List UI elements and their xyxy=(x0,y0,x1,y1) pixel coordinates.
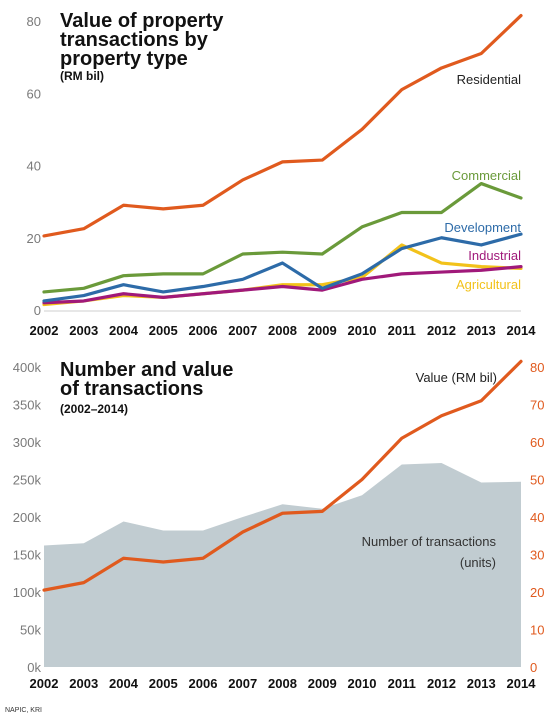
y-left-tick-label: 250k xyxy=(13,473,42,488)
chart-subtitle: (RM bil) xyxy=(60,69,104,83)
y-right-tick-label: 50 xyxy=(530,473,544,488)
y-left-tick-label: 50k xyxy=(20,623,41,638)
series-line-commercial xyxy=(42,181,523,294)
x-tick-label: 2005 xyxy=(149,676,178,691)
x-tick-label: 2012 xyxy=(427,323,456,338)
x-tick-label: 2009 xyxy=(308,676,337,691)
y-left-tick-label: 350k xyxy=(13,398,42,413)
y-left-tick-label: 150k xyxy=(13,548,42,563)
y-right-tick-label: 20 xyxy=(530,585,544,600)
series-label-number-line: Number of transactions xyxy=(362,534,497,549)
x-tick-label: 2004 xyxy=(109,323,139,338)
series-label-development: Development xyxy=(444,220,521,235)
x-tick-label: 2009 xyxy=(308,323,337,338)
y-tick-label: 60 xyxy=(27,86,41,101)
chart-subtitle: (2002–2014) xyxy=(60,402,128,416)
y-left-tick-label: 100k xyxy=(13,585,42,600)
y-left-tick-label: 0k xyxy=(27,660,41,675)
y-right-tick-label: 30 xyxy=(530,548,544,563)
x-tick-label: 2010 xyxy=(348,676,377,691)
chart-title-line: property type xyxy=(60,48,188,70)
chart-property-type: 0 20 40 60 80 2002 2003 2004 2005 2006 2007 2008 20… xyxy=(27,10,537,338)
chart-title-line: Value of property xyxy=(60,10,224,32)
chart-title-line: of transactions xyxy=(60,378,203,400)
x-tick-label: 2011 xyxy=(388,676,416,691)
series-label-number-line: (units) xyxy=(460,555,496,570)
y-right-tick-label: 10 xyxy=(530,623,544,638)
y-tick-label: 0 xyxy=(34,303,41,318)
series-label-industrial: Industrial xyxy=(468,248,521,263)
y-tick-label: 80 xyxy=(27,14,41,29)
series-line-development xyxy=(42,232,523,303)
y-tick-label: 40 xyxy=(27,159,41,174)
chart-title-line: transactions by xyxy=(60,29,209,51)
x-tick-label: 2007 xyxy=(228,676,257,691)
x-tick-label: 2006 xyxy=(189,676,218,691)
y-right-tick-label: 40 xyxy=(530,510,544,525)
series-line-value xyxy=(42,359,523,592)
y-left-tick-label: 200k xyxy=(13,510,42,525)
x-tick-label: 2002 xyxy=(30,676,59,691)
y-right-tick-label: 0 xyxy=(530,660,537,675)
x-tick-label: 2004 xyxy=(109,676,139,691)
x-tick-label: 2007 xyxy=(228,323,257,338)
series-label-value: Value (RM bil) xyxy=(416,370,497,385)
y-right-tick-label: 60 xyxy=(530,435,544,450)
x-tick-label: 2002 xyxy=(30,323,59,338)
x-tick-label: 2013 xyxy=(467,676,496,691)
chart-number-and-value: 0k 50k 100k 150k 200k 250k 300k 350k 400k 0 10 20 3… xyxy=(13,359,545,691)
series-label-residential: Residential xyxy=(457,72,521,87)
x-tick-label: 2013 xyxy=(467,323,496,338)
series-line-industrial xyxy=(42,265,523,305)
series-line-residential xyxy=(42,13,523,238)
x-tick-label: 2012 xyxy=(427,676,456,691)
x-tick-label: 2014 xyxy=(507,323,537,338)
chart-title-line: Number and value xyxy=(60,359,233,381)
x-tick-label: 2011 xyxy=(388,323,416,338)
x-tick-label: 2008 xyxy=(268,323,297,338)
x-tick-label: 2003 xyxy=(69,323,98,338)
series-line-agricultural xyxy=(42,243,523,307)
x-tick-label: 2003 xyxy=(69,676,98,691)
x-tick-label: 2006 xyxy=(189,323,218,338)
x-tick-label: 2008 xyxy=(268,676,297,691)
y-right-tick-label: 70 xyxy=(530,398,544,413)
series-label-agricultural: Agricultural xyxy=(456,277,521,292)
y-tick-label: 20 xyxy=(27,231,41,246)
x-tick-label: 2014 xyxy=(507,676,537,691)
y-right-tick-label: 80 xyxy=(530,360,544,375)
x-tick-label: 2010 xyxy=(348,323,377,338)
x-tick-label: 2005 xyxy=(149,323,178,338)
series-label-commercial: Commercial xyxy=(452,168,521,183)
y-left-tick-label: 300k xyxy=(13,435,42,450)
y-left-tick-label: 400k xyxy=(13,360,42,375)
area-number-of-transactions xyxy=(44,463,521,667)
source-note: NAPIC, KRI xyxy=(5,707,42,714)
